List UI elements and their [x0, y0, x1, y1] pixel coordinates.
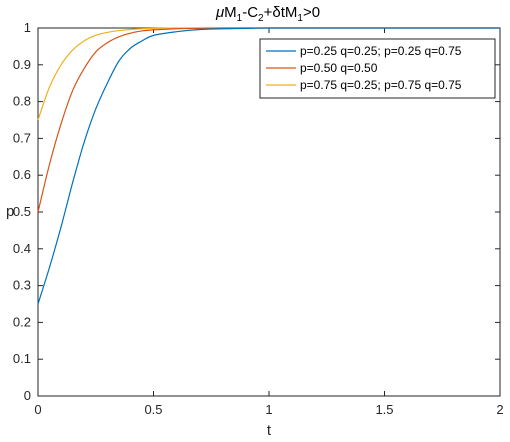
chart-title: μM1-C2+δtM1>0	[215, 4, 320, 24]
legend-box	[259, 38, 496, 99]
x-tick-label: 2	[496, 402, 503, 417]
x-tick-label: 1.5	[375, 402, 393, 417]
axis-ticks	[37, 27, 501, 397]
y-tick-label: 0.8	[13, 94, 31, 109]
axis-tick-labels: 0 0.5 1 1.5 2 0 0.1 0.2 0.3 0.4 0.5 0.6 0.7 0.8 0.9 1	[13, 20, 504, 417]
x-tick-label: 0.5	[144, 402, 162, 417]
title-sub-1a: 1	[237, 13, 243, 24]
y-tick-label: 0.4	[13, 241, 31, 256]
x-axis-label: t	[267, 422, 272, 439]
x-tick-label: 0	[34, 402, 41, 417]
series-line	[37, 27, 500, 305]
title-gt0: >0	[303, 4, 320, 21]
y-axis-label: p	[6, 203, 14, 220]
y-tick-label: 1	[24, 20, 31, 35]
y-tick-label: 0.2	[13, 314, 31, 329]
y-tick-label: 0.1	[13, 351, 31, 366]
title-m1: M	[224, 4, 237, 21]
title-minus-c: -C	[242, 4, 258, 21]
legend-entry: p=0.75 q=0.25; p=0.75 q=0.75	[300, 78, 462, 92]
y-tick-label: 0.5	[13, 204, 31, 219]
x-tick-label: 1	[265, 402, 272, 417]
legend-entry: p=0.50 q=0.50	[300, 61, 378, 75]
title-sub-2: 2	[258, 13, 264, 24]
title-sub-1b: 1	[297, 13, 303, 24]
title-mu: μ	[215, 4, 224, 21]
legend-entry: p=0.25 q=0.25; p=0.25 q=0.75	[300, 44, 462, 58]
y-tick-label: 0.3	[13, 278, 31, 293]
series-lines	[37, 27, 500, 305]
y-tick-label: 0.7	[13, 130, 31, 145]
y-tick-label: 0.6	[13, 167, 31, 182]
title-plus-delta: +δtM	[264, 4, 298, 21]
y-tick-label: 0.9	[13, 57, 31, 72]
y-tick-label: 0	[24, 388, 31, 403]
legend: p=0.25 q=0.25; p=0.25 q=0.75 p=0.50 q=0.5…	[259, 38, 496, 99]
